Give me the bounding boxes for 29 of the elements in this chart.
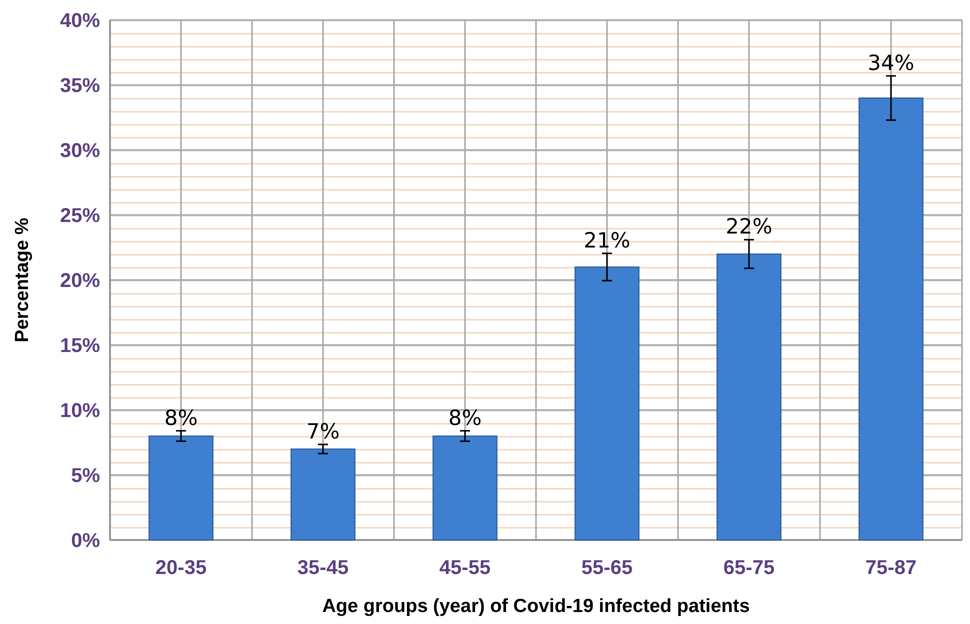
y-axis-title: Percentage % (12, 218, 33, 342)
x-tick-label: 20-35 (155, 557, 207, 579)
y-tick-label: 0% (71, 530, 100, 552)
x-tick-label: 45-55 (439, 557, 491, 579)
data-label: 21% (584, 228, 630, 252)
data-label: 22% (726, 214, 772, 239)
y-tick-label: 40% (60, 10, 100, 32)
bar (290, 448, 356, 540)
data-label: 7% (306, 419, 340, 444)
data-label: 8% (164, 406, 198, 430)
bar (148, 436, 214, 540)
bar (432, 436, 498, 540)
data-label: 34% (868, 50, 914, 75)
y-tick-label: 35% (60, 75, 100, 97)
x-axis-title: Age groups (year) of Covid-19 infected patients (322, 596, 750, 617)
bar (716, 254, 782, 540)
y-tick-label: 25% (60, 205, 100, 227)
bar (574, 266, 640, 540)
x-tick-label: 75-87 (865, 557, 917, 579)
data-label: 8% (448, 406, 482, 430)
y-tick-label: 15% (60, 335, 100, 357)
bar (858, 98, 924, 540)
x-tick-label: 65-75 (723, 557, 775, 579)
y-tick-label: 10% (60, 400, 100, 422)
y-tick-label: 5% (71, 465, 100, 487)
x-tick-label: 35-45 (297, 557, 349, 579)
y-tick-label: 30% (60, 140, 100, 162)
x-tick-label: 55-65 (581, 557, 633, 579)
y-tick-label: 20% (60, 270, 100, 292)
